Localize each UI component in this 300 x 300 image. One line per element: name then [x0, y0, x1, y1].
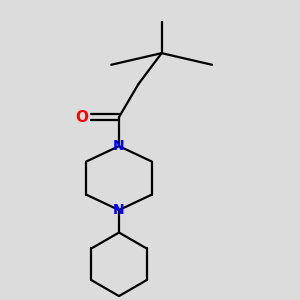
Text: N: N — [113, 139, 125, 153]
Text: O: O — [76, 110, 89, 124]
Text: N: N — [113, 203, 125, 217]
